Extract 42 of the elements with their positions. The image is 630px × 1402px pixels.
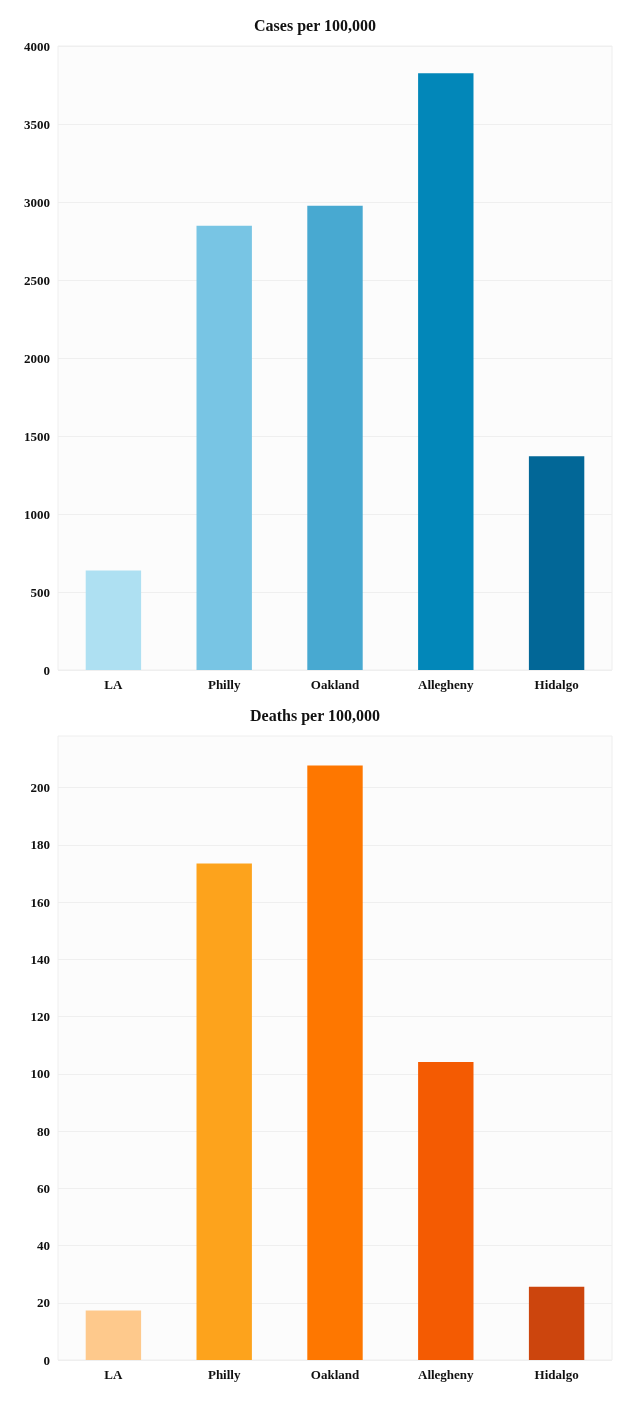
bar (307, 765, 363, 1360)
x-tick-label: LA (104, 677, 124, 692)
bar (418, 1062, 474, 1360)
y-tick-label: 1000 (24, 506, 50, 522)
y-tick-label: 160 (30, 894, 50, 910)
y-tick-label: 500 (30, 584, 50, 600)
x-tick-label: Oakland (310, 1367, 360, 1382)
x-tick-label: Allegheny (417, 677, 475, 692)
y-tick-label: 80 (37, 1123, 50, 1139)
y-tick-label: 3000 (24, 194, 50, 210)
x-tick-label: Philly (207, 677, 241, 692)
y-tick-label: 2000 (24, 350, 50, 366)
y-tick-label: 140 (30, 951, 50, 967)
bar (307, 205, 363, 670)
y-tick-label: 3500 (24, 116, 50, 132)
bar (196, 225, 252, 670)
bar (528, 456, 585, 670)
x-tick-label: LA (104, 1367, 124, 1382)
y-tick-label: 4000 (24, 38, 50, 54)
chart-title: Deaths per 100,000 (250, 706, 380, 725)
y-tick-label: 100 (30, 1066, 50, 1082)
y-tick-label: 20 (37, 1295, 50, 1311)
bar (85, 1310, 142, 1360)
y-tick-label: 60 (37, 1180, 50, 1196)
x-tick-label: Allegheny (417, 1367, 475, 1382)
x-tick-label: Philly (207, 1367, 241, 1382)
x-tick-label: Hidalgo (534, 1367, 579, 1382)
bar (418, 73, 474, 670)
y-tick-label: 120 (30, 1009, 50, 1025)
bar (528, 1286, 585, 1360)
y-tick-label: 0 (43, 662, 50, 678)
chart-title: Cases per 100,000 (254, 16, 376, 35)
x-tick-label: Oakland (310, 677, 360, 692)
bar (196, 863, 252, 1360)
bar (85, 570, 142, 670)
y-tick-label: 1500 (24, 428, 50, 444)
x-tick-label: Hidalgo (534, 677, 579, 692)
y-tick-label: 0 (43, 1352, 50, 1368)
y-tick-label: 40 (37, 1238, 50, 1253)
y-tick-label: 2500 (24, 272, 50, 288)
y-tick-label: 200 (30, 780, 50, 796)
y-tick-label: 180 (30, 837, 50, 853)
